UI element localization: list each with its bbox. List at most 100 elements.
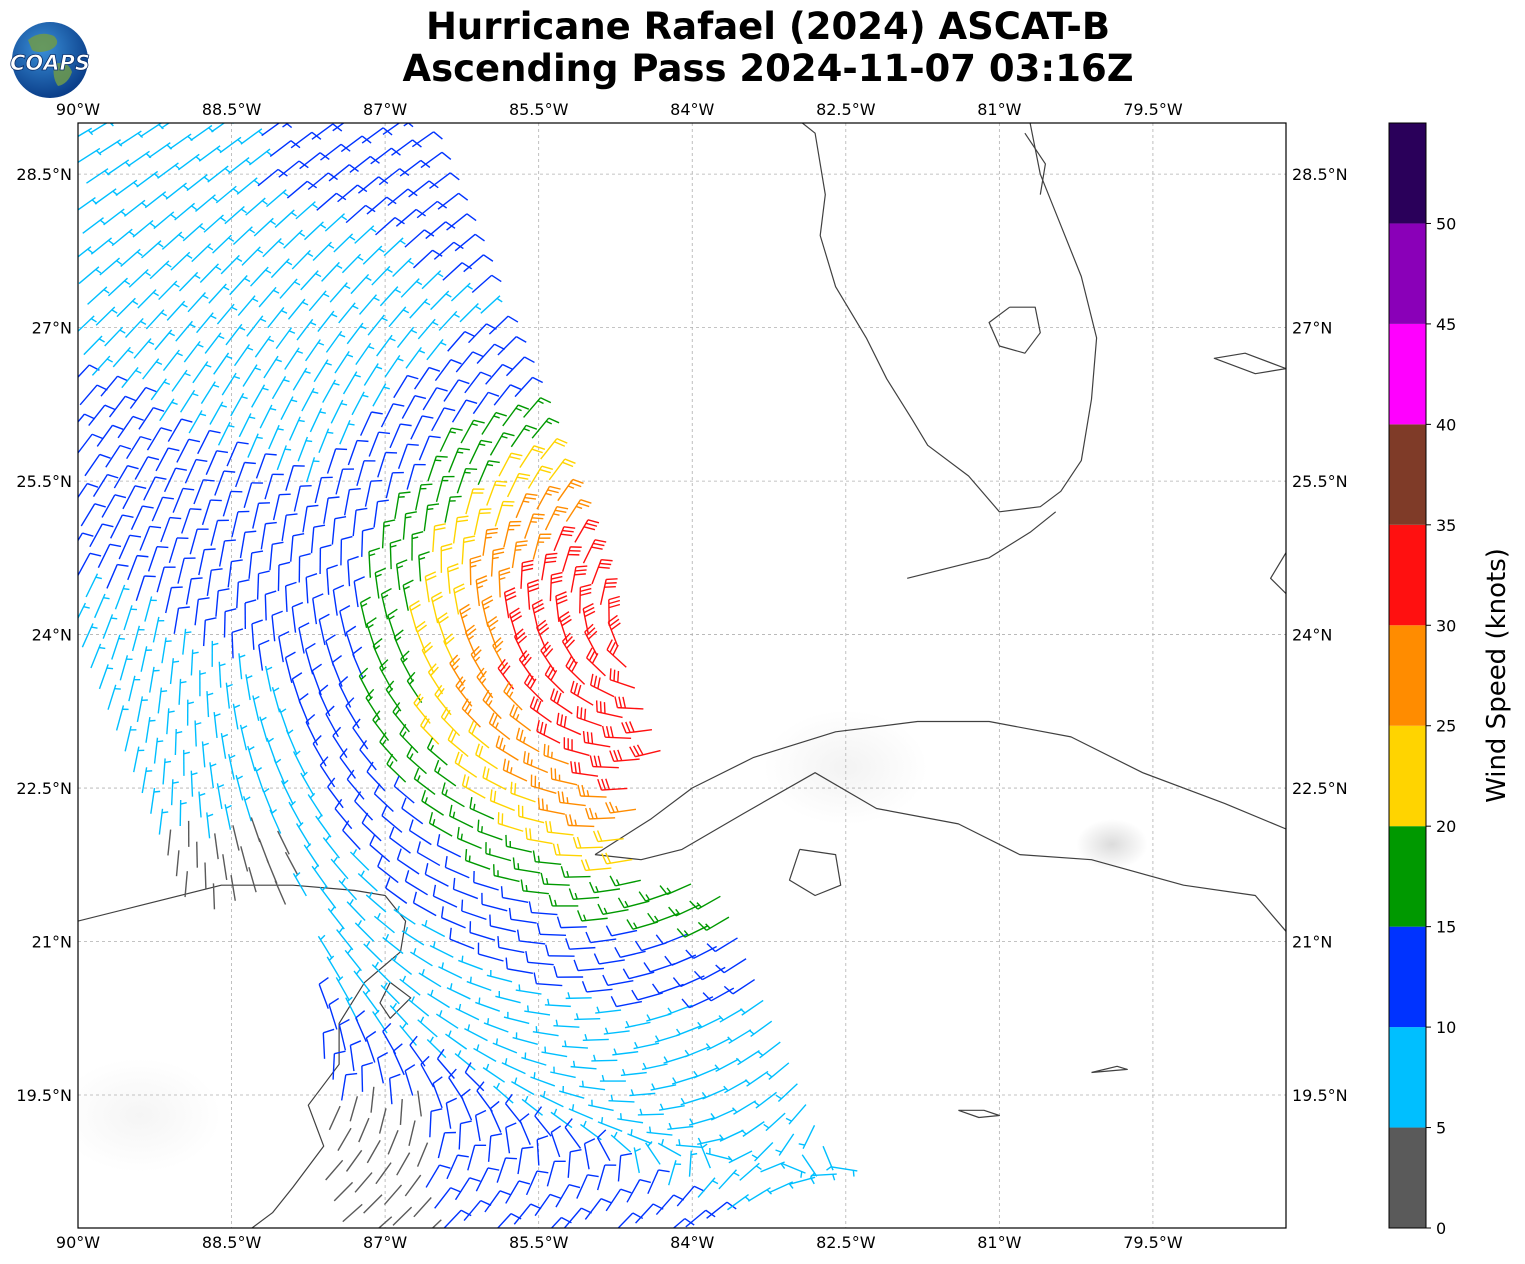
wind-barb (582, 539, 607, 564)
coastlines (78, 123, 1286, 1228)
wind-barb (251, 619, 263, 650)
wind-barb (78, 602, 90, 620)
colorbar-tick-label: 10 (1436, 1018, 1456, 1037)
wind-barb (475, 997, 501, 1012)
wind-barb (389, 423, 412, 449)
wind-barb (521, 1095, 543, 1116)
wind-barb (519, 1113, 531, 1145)
wind-barb (411, 530, 424, 561)
wind-barb (439, 427, 463, 452)
wind-barb (128, 675, 141, 702)
wind-barb (436, 834, 462, 858)
wind-barb (344, 948, 362, 972)
wind-barb (355, 1010, 367, 1042)
wind-barb (228, 156, 252, 175)
wind-barb (159, 398, 178, 422)
wind-barb (420, 1055, 435, 1088)
wind-barb (429, 941, 454, 958)
axis-tick-labels: 90°W 90°W 88.5°W 88.5°W 87°W 87°W 85.5°W 85.5°W… (16, 100, 1347, 1252)
wind-barb (480, 295, 503, 314)
wind-barb (239, 724, 248, 751)
wind-barb (160, 516, 182, 543)
wind-barb (365, 1030, 377, 1063)
wind-barb (572, 836, 603, 849)
wind-barb (168, 537, 189, 564)
wind-barb (90, 643, 106, 669)
wind-barb (431, 1219, 442, 1228)
wind-barb (420, 151, 452, 169)
land-shade-0 (1076, 819, 1148, 870)
wind-barb (288, 416, 305, 441)
wind-barb (629, 1089, 656, 1097)
wind-barb (255, 453, 277, 479)
wind-barb (278, 630, 290, 663)
wind-barb (194, 720, 202, 747)
colorbar-bin (1389, 926, 1426, 1028)
wind-barb (550, 1066, 576, 1079)
wind-barb (366, 761, 386, 792)
wind-barb (209, 762, 217, 789)
colorbar-frame (1388, 122, 1427, 1229)
wind-barb (723, 979, 756, 995)
wind-barb (394, 491, 411, 520)
wind-barb (517, 1146, 534, 1175)
wind-barb (525, 827, 553, 845)
wind-barb (531, 417, 560, 439)
lon-tick-label-bottom: 79.5°W (1123, 1233, 1183, 1252)
wind-barb (553, 1019, 580, 1028)
wind-barb (175, 320, 196, 342)
wind-barb (392, 1206, 413, 1226)
wind-barb (236, 177, 260, 195)
wind-barb (268, 424, 284, 450)
wind-barb (465, 488, 485, 515)
wind-barb (589, 881, 621, 894)
wind-barb (291, 601, 304, 633)
wind-barb (264, 590, 277, 621)
wind-barb (280, 779, 294, 805)
wind-barb (250, 817, 261, 843)
wind-barb (602, 974, 634, 986)
wind-barb (298, 552, 311, 583)
wind-barb (260, 521, 277, 550)
lon-tick-label-top: 85.5°W (509, 100, 569, 119)
wind-barb (451, 399, 478, 423)
wind-barb (483, 1018, 509, 1033)
wind-barb (252, 502, 270, 529)
wind-barb (212, 883, 216, 910)
wind-barb (751, 1141, 774, 1162)
wind-barb (537, 797, 566, 815)
coastline-isla-juventud (788, 848, 842, 897)
wind-barb (175, 850, 180, 877)
wind-barb (379, 731, 398, 762)
wind-barb (399, 975, 421, 996)
wind-barb (781, 1162, 806, 1178)
coastline-okeechobee (988, 306, 1041, 354)
colorbar-tick-label: 30 (1436, 616, 1456, 635)
wind-barb (335, 468, 355, 495)
wind-barb (475, 1167, 500, 1192)
wind-barb (263, 355, 282, 379)
wind-barb (167, 418, 193, 442)
wind-barb (143, 476, 167, 501)
wind-barb (284, 651, 296, 684)
wind-barb (440, 706, 461, 737)
colorbar-bin (1389, 725, 1426, 827)
wind-barb (98, 664, 114, 690)
wind-barb (579, 583, 592, 614)
wind-barb (503, 587, 517, 619)
wind-barb (295, 822, 311, 847)
wind-barb (295, 201, 318, 220)
wind-barb (596, 1129, 611, 1162)
colorbar-bin (1389, 826, 1426, 927)
wind-barb (202, 617, 217, 647)
wind-barb (637, 1108, 664, 1116)
wind-barb (426, 1036, 447, 1059)
wind-barb (556, 916, 587, 929)
wind-barb (361, 1061, 374, 1092)
wind-barb (345, 697, 360, 729)
wind-barb (326, 564, 338, 595)
wind-barb (438, 962, 463, 979)
wind-barb (582, 1033, 609, 1041)
wind-barb (753, 1091, 777, 1109)
wind-barb (684, 1046, 710, 1058)
